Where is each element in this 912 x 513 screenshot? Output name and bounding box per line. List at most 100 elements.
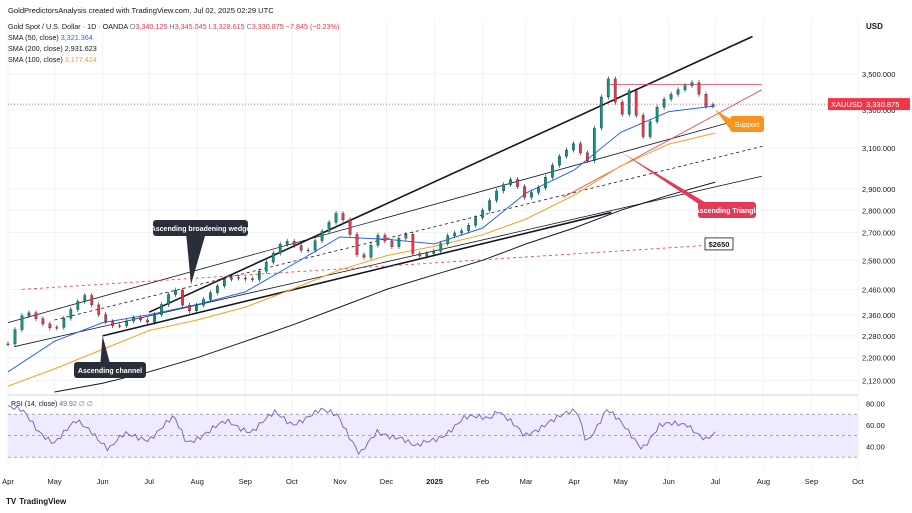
candle <box>62 318 66 328</box>
candle <box>34 312 38 319</box>
candle <box>439 243 443 252</box>
candle <box>481 210 484 218</box>
indicator-value: 2,931.623 <box>64 44 97 53</box>
candle <box>704 94 708 107</box>
price-tick-label: 2,800.000 <box>862 206 895 215</box>
candle <box>6 343 10 345</box>
price-tag-box <box>704 237 734 251</box>
candle <box>27 312 31 316</box>
candle <box>467 225 471 232</box>
price-badge-symbol: XAUUSD <box>831 100 863 109</box>
indicator-sma50[interactable]: SMA (50, close) 3,321.364 <box>8 33 93 42</box>
candle <box>69 309 73 319</box>
rsi-pane: RSI (14, close) 49.92 ∅ ∅ <box>7 401 858 458</box>
candle <box>250 278 254 280</box>
time-tick-label: May <box>47 477 61 486</box>
candle <box>404 234 408 239</box>
candle <box>104 314 108 322</box>
candle <box>76 301 80 310</box>
rsi-line <box>7 405 716 456</box>
callout-pointer <box>620 151 730 217</box>
callout-pointer <box>715 109 730 129</box>
candle <box>613 78 617 103</box>
candle <box>565 149 568 157</box>
change-value: −7.845 (−0.23%) <box>285 22 340 31</box>
trend-line <box>563 89 763 198</box>
time-tick-label: Apr <box>568 477 580 486</box>
symbol-line: Gold Spot / U.S. Dollar · 1D · OANDA O3,… <box>8 22 339 31</box>
time-tick-label: Jun <box>663 477 675 486</box>
candle <box>460 230 464 234</box>
price-series <box>6 76 715 347</box>
candle <box>634 90 638 116</box>
close-label: C <box>246 22 252 31</box>
rsi-tick-label: 80.00 <box>866 399 885 408</box>
price-tick-label: 3,100.000 <box>862 144 895 153</box>
price-tick-label: 2,460.000 <box>862 285 895 294</box>
candle <box>146 319 149 323</box>
candle <box>453 232 457 236</box>
rsi-suffix: ∅ ∅ <box>79 401 93 408</box>
trend-line <box>54 145 764 321</box>
candle <box>195 304 198 312</box>
candle <box>271 252 275 263</box>
candle <box>655 107 659 122</box>
price-badge <box>828 98 910 111</box>
candle <box>202 299 205 306</box>
time-tick-label: Aug <box>191 477 204 486</box>
sma-line <box>54 181 716 393</box>
indicator-sma200[interactable]: SMA (200, close) 2,931.623 <box>8 44 97 53</box>
time-tick-label: Oct <box>852 477 865 486</box>
candle <box>83 295 87 302</box>
candle <box>690 82 694 86</box>
candle <box>711 104 715 107</box>
candle <box>376 235 380 246</box>
candle <box>285 241 289 245</box>
candle <box>474 217 478 226</box>
candle <box>111 321 115 326</box>
candle <box>355 234 359 255</box>
trend-line <box>7 118 742 323</box>
indicator-label: SMA (200, close) <box>8 44 63 53</box>
candle <box>132 317 135 322</box>
candle <box>257 271 261 280</box>
candle <box>341 213 345 220</box>
candle <box>209 292 212 300</box>
candle <box>425 253 429 257</box>
callout-label: Support <box>735 122 760 129</box>
tradingview-logo[interactable]: TV TradingView <box>6 497 66 506</box>
candle <box>669 94 673 100</box>
candle <box>585 152 589 161</box>
candle <box>167 294 170 305</box>
callout-label: Ascending broadening wedge <box>151 226 251 233</box>
candle <box>516 179 519 187</box>
currency-label: USD <box>866 22 883 31</box>
candle <box>530 192 533 198</box>
tradingview-wordmark: TradingView <box>19 497 67 506</box>
sma-line <box>7 132 716 387</box>
candle <box>90 295 94 306</box>
candle <box>572 143 575 151</box>
candle <box>188 304 191 312</box>
candle <box>648 121 652 137</box>
candle <box>544 177 547 188</box>
time-tick-label: Sep <box>239 477 252 486</box>
trend-line <box>102 211 612 337</box>
low-label: L <box>208 22 213 31</box>
indicator-sma100[interactable]: SMA (100, close) 3,177.424 <box>8 55 97 64</box>
candle <box>369 245 373 258</box>
close-value: 3,330.875 <box>251 22 284 31</box>
time-tick-label: 2025 <box>426 477 443 486</box>
candle <box>697 82 701 95</box>
candle <box>662 98 666 108</box>
candle <box>174 290 177 295</box>
indicator-value: 3,321.364 <box>60 33 93 42</box>
sma-line <box>7 105 716 373</box>
candle <box>97 304 101 315</box>
price-tick-label: 3,500.000 <box>862 70 895 79</box>
price-tick-label: 3,300.000 <box>862 106 895 115</box>
candle <box>488 200 491 211</box>
annotations: XAUUSD 3,330.875 Ascending broadening wedg… <box>74 98 910 378</box>
sma-lines <box>7 105 716 393</box>
